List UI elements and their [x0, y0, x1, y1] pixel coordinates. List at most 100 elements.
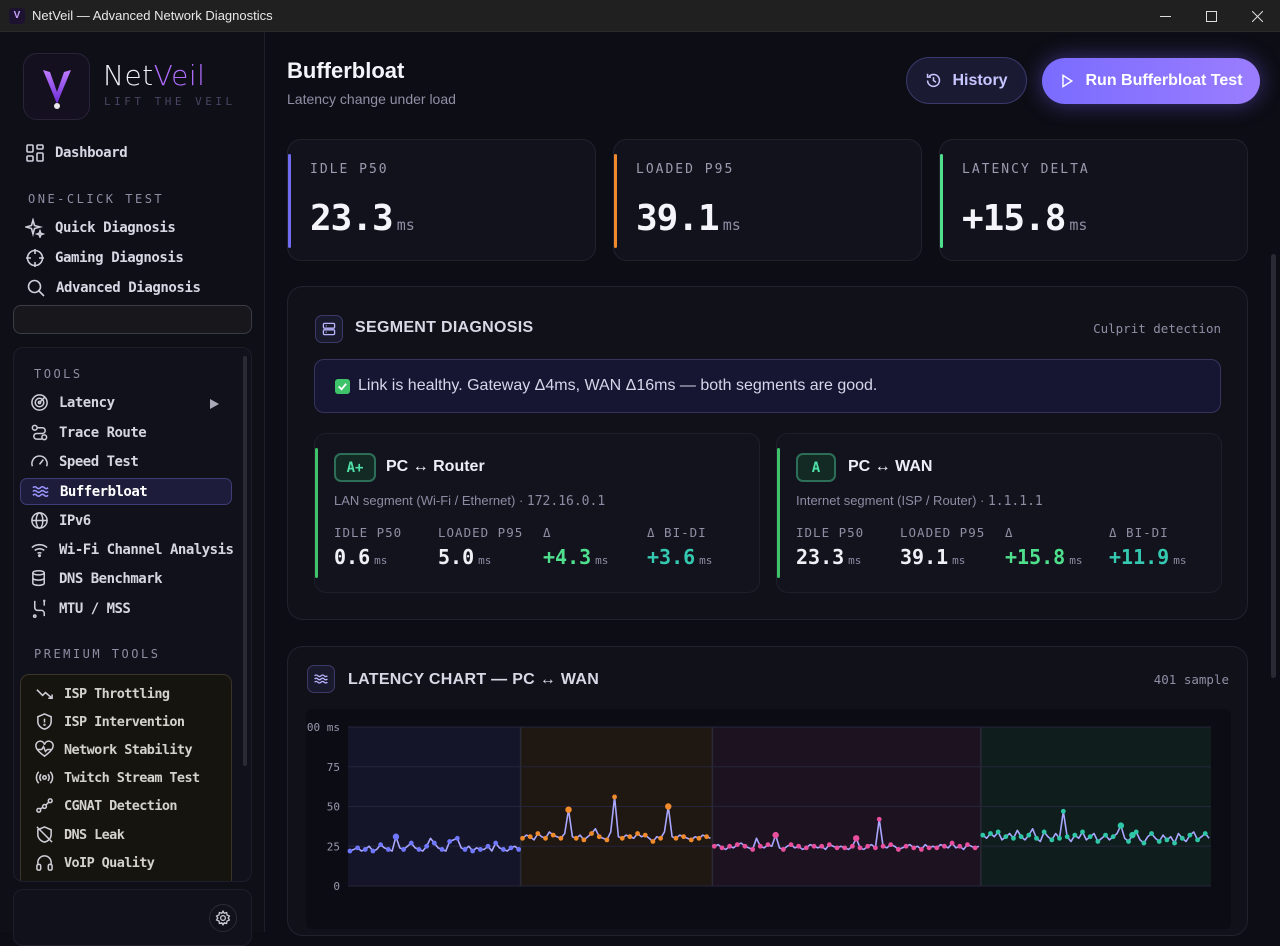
- run-test-button[interactable]: Run Bufferbloat Test: [1042, 58, 1260, 104]
- broadcast-icon: [35, 771, 54, 784]
- expand-arrow-icon[interactable]: [210, 399, 219, 409]
- latency-point: [1080, 829, 1085, 835]
- latency-point: [796, 843, 802, 849]
- headphones-icon: [36, 855, 53, 871]
- waves-icon: [32, 485, 49, 498]
- latency-point: [734, 842, 740, 848]
- latency-point: [627, 834, 633, 840]
- latency-point: [635, 831, 640, 836]
- premium-isp-intervention[interactable]: ISP Intervention: [35, 712, 185, 731]
- tool-speed-test[interactable]: Speed Test: [30, 452, 139, 471]
- latency-point: [704, 834, 710, 840]
- premium-dns-leak-label: DNS Leak: [64, 826, 125, 843]
- latency-point: [370, 848, 376, 854]
- premium-voip-quality[interactable]: VoIP Quality: [35, 853, 155, 872]
- nav-advanced-diagnosis[interactable]: Advanced Diagnosis: [26, 278, 201, 298]
- latency-point: [543, 835, 548, 841]
- tool-mtu-mss-label: MTU / MSS: [59, 600, 131, 617]
- y-tick-label: 25: [327, 840, 340, 853]
- tool-bufferbloat-label: Bufferbloat: [60, 483, 148, 500]
- latency-spike-marker: [665, 803, 672, 810]
- y-tick-label: .00 ms: [306, 721, 340, 734]
- premium-cgnat-detection-label: CGNAT Detection: [64, 797, 178, 814]
- minimize-icon[interactable]: [1142, 0, 1188, 32]
- premium-isp-throttling[interactable]: ISP Throttling: [35, 684, 170, 703]
- latency-point: [385, 847, 391, 852]
- history-button[interactable]: History: [906, 57, 1027, 104]
- latency-spike-marker: [853, 835, 860, 842]
- premium-cgnat-detection[interactable]: CGNAT Detection: [35, 796, 178, 815]
- latency-point: [550, 832, 556, 838]
- nav-dashboard-label: Dashboard: [55, 145, 128, 161]
- premium-network-stability-label: Network Stability: [64, 741, 193, 758]
- health-alert-text: Link is healthy. Gateway Δ4ms, WAN Δ16ms…: [358, 377, 878, 394]
- latency-point: [926, 845, 932, 851]
- card-subtitle: Internet segment (ISP / Router) · 1.1.1.…: [796, 493, 1043, 509]
- nav-gaming-diagnosis[interactable]: Gaming Diagnosis: [25, 248, 184, 268]
- latency-point: [520, 835, 525, 841]
- premium-network-stability[interactable]: Network Stability: [35, 740, 193, 759]
- nav-dashboard[interactable]: Dashboard: [25, 143, 128, 163]
- latency-chart-panel: LATENCY CHART — PC ↔ WAN 401 sample .00 …: [287, 646, 1248, 936]
- tool-mtu-mss[interactable]: MTU / MSS: [30, 599, 131, 618]
- nav-quick-label: Quick Diagnosis: [55, 220, 176, 236]
- tool-wifi-channel[interactable]: Wi-Fi Channel Analysis: [30, 540, 234, 559]
- tool-ipv6[interactable]: IPv6: [30, 511, 91, 530]
- latency-point: [750, 847, 756, 852]
- settings-button[interactable]: [209, 904, 237, 932]
- premium-twitch-stream-label: Twitch Stream Test: [64, 769, 200, 786]
- main-content: Bufferbloat Latency change under load Hi…: [265, 32, 1280, 936]
- latency-point: [612, 794, 617, 800]
- main-scrollbar[interactable]: [1271, 254, 1276, 678]
- tool-trace-route[interactable]: Trace Route: [30, 423, 147, 442]
- latency-point: [1064, 834, 1070, 840]
- latency-point: [1041, 829, 1047, 835]
- latency-point: [865, 843, 871, 849]
- grade-badge: A: [796, 453, 836, 482]
- latency-point: [965, 842, 970, 848]
- close-icon[interactable]: [1234, 0, 1280, 32]
- latency-point: [919, 847, 924, 852]
- logo[interactable]: [23, 53, 90, 120]
- app-icon: V: [9, 7, 25, 24]
- route-icon: [31, 424, 48, 441]
- latency-point: [719, 845, 725, 851]
- premium-twitch-stream[interactable]: Twitch Stream Test: [35, 768, 200, 787]
- latency-point: [1156, 839, 1162, 844]
- tools-panel: TOOLS Latency Trace Route Speed Test Buf…: [13, 347, 252, 882]
- latency-point: [1164, 837, 1170, 843]
- y-tick-label: 75: [327, 761, 340, 774]
- latency-point: [896, 847, 901, 852]
- sidebar-scrollbar[interactable]: [243, 356, 247, 766]
- nav-advanced-diagnosis-highlight[interactable]: [13, 305, 252, 334]
- latency-point: [401, 847, 407, 852]
- latency-point: [1110, 834, 1116, 840]
- window-title: NetVeil — Advanced Network Diagnostics: [32, 8, 273, 23]
- section-tools: TOOLS: [34, 367, 83, 381]
- card-title: PC ↔ WAN: [848, 458, 933, 475]
- page-title: Bufferbloat: [287, 58, 405, 83]
- latency-point: [819, 843, 825, 849]
- premium-dns-leak[interactable]: DNS Leak: [35, 825, 125, 844]
- shield-off-icon: [36, 826, 53, 843]
- metric-value: 5.0 ms: [438, 545, 492, 569]
- latency-point: [888, 842, 894, 848]
- tool-dns-benchmark[interactable]: DNS Benchmark: [30, 569, 163, 588]
- latency-point: [1133, 829, 1139, 835]
- tool-bufferbloat[interactable]: Bufferbloat: [20, 478, 232, 505]
- latency-point: [681, 834, 687, 840]
- latency-point: [355, 845, 360, 851]
- globe-icon: [31, 512, 48, 529]
- maximize-icon[interactable]: [1188, 0, 1234, 32]
- server-icon: [315, 315, 343, 343]
- latency-point: [431, 840, 437, 846]
- tool-latency[interactable]: Latency: [30, 393, 115, 412]
- metric-value: +4.3 ms: [543, 545, 609, 569]
- latency-point: [988, 831, 993, 836]
- latency-point: [849, 843, 855, 849]
- metric-value: 39.1 ms: [900, 545, 966, 569]
- stat-label: LATENCY DELTA: [962, 162, 1090, 177]
- latency-chart[interactable]: .00 ms 75 50 25 0: [306, 709, 1231, 929]
- latency-point: [642, 832, 648, 838]
- nav-quick-diagnosis[interactable]: Quick Diagnosis: [25, 218, 176, 238]
